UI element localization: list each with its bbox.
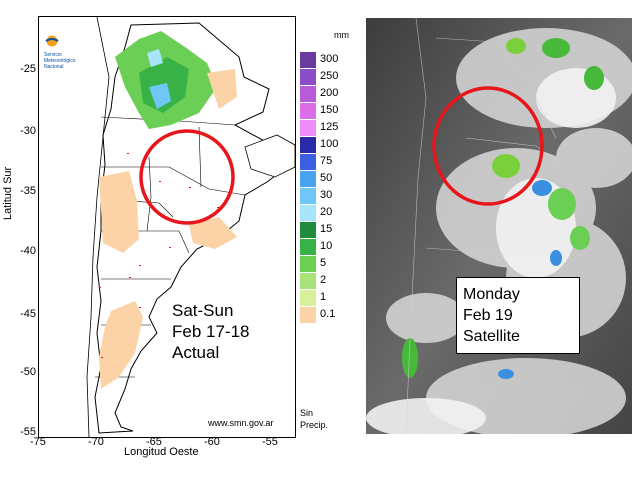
map-frame xyxy=(38,16,296,438)
logo-line: Nacional xyxy=(44,64,64,70)
satellite-caption-line: Feb 19 xyxy=(463,307,513,324)
precip-blue-2 xyxy=(147,49,163,67)
y-tick: -45 xyxy=(20,308,36,320)
satellite-svg xyxy=(366,18,632,434)
legend-label: 5 xyxy=(320,257,327,269)
smn-logo: Servicio Meteorológico Nacional xyxy=(44,34,124,74)
precip-light-2 xyxy=(189,217,237,249)
precip-legend: mm 300 250 200 150 125 100 75 50 30 20 15 10 5 2 1 0.1 … xyxy=(300,30,360,450)
legend-label: 2 xyxy=(320,274,327,286)
no-precip-label: Sin xyxy=(300,408,314,418)
y-tick: -35 xyxy=(20,185,36,197)
y-tick: -55 xyxy=(20,426,36,438)
legend-label: 1 xyxy=(320,291,327,303)
precipitation-map-panel: -25 -30 -35 -40 -45 -50 -55 -75 -70 -65 … xyxy=(2,16,360,458)
legend-swatch xyxy=(300,137,316,153)
map-caption-line: Actual xyxy=(172,343,220,362)
map-caption-line: Sat-Sun xyxy=(172,301,234,320)
satellite-image xyxy=(366,18,632,434)
map-caption: Sat-Sun Feb 17-18 Actual xyxy=(172,300,250,363)
argentina-map xyxy=(86,17,295,437)
legend-label: 150 xyxy=(320,104,339,116)
x-tick: -55 xyxy=(262,436,278,448)
logo-line: Meteorológico xyxy=(44,58,76,64)
legend-swatch xyxy=(300,52,316,68)
legend-swatch xyxy=(300,120,316,136)
legend-swatch xyxy=(300,154,316,170)
legend-label: 20 xyxy=(320,206,333,218)
trace-dots xyxy=(99,153,219,358)
legend-label: 75 xyxy=(320,155,333,167)
legend-swatch xyxy=(300,307,316,323)
legend-swatch xyxy=(300,273,316,289)
borders xyxy=(405,18,567,434)
credit-url: www.smn.gov.ar xyxy=(208,418,274,428)
legend-label: 300 xyxy=(320,53,339,65)
precip-blue xyxy=(149,83,171,109)
y-tick: -50 xyxy=(20,366,36,378)
legend-swatch xyxy=(300,103,316,119)
satellite-caption-line: Monday xyxy=(463,286,520,303)
precip-light-4 xyxy=(207,69,237,109)
y-tick: -30 xyxy=(20,125,36,137)
satellite-caption: Monday Feb 19 Satellite xyxy=(456,277,580,354)
legend-label: 30 xyxy=(320,189,333,201)
satellite-caption-line: Satellite xyxy=(463,328,520,345)
highlight-circle-satellite xyxy=(432,86,544,206)
legend-swatch xyxy=(300,188,316,204)
x-tick: -65 xyxy=(146,436,162,448)
legend-unit: mm xyxy=(334,30,349,40)
legend-label: 10 xyxy=(320,240,333,252)
y-tick: -40 xyxy=(20,245,36,257)
no-precip-label: Precip. xyxy=(300,420,329,430)
legend-swatch xyxy=(300,290,316,306)
y-tick: -25 xyxy=(20,63,36,75)
x-axis-label: Longitud Oeste xyxy=(124,446,199,458)
legend-label: 250 xyxy=(320,70,339,82)
legend-label: 200 xyxy=(320,87,339,99)
legend-swatch xyxy=(300,256,316,272)
map-caption-line: Feb 17-18 xyxy=(172,322,250,341)
convective-cells xyxy=(402,38,604,379)
precip-light-3 xyxy=(99,301,143,389)
chile-outline xyxy=(86,17,110,437)
legend-swatch xyxy=(300,86,316,102)
legend-label: 0.1 xyxy=(320,308,336,320)
precip-light-1 xyxy=(99,171,139,253)
legend-label: 125 xyxy=(320,121,339,133)
legend-swatch xyxy=(300,239,316,255)
legend-swatch xyxy=(300,205,316,221)
legend-swatch xyxy=(300,222,316,238)
highlight-circle-map xyxy=(139,129,235,225)
legend-label: 15 xyxy=(320,223,333,235)
x-tick: -75 xyxy=(30,436,46,448)
x-tick: -60 xyxy=(204,436,220,448)
uruguay-outline xyxy=(244,134,295,178)
legend-label: 50 xyxy=(320,172,333,184)
legend-label: 100 xyxy=(320,138,339,150)
logo-line: Servicio xyxy=(44,52,62,58)
x-tick: -70 xyxy=(88,436,104,448)
legend-swatch xyxy=(300,171,316,187)
y-axis-label: Latitud Sur xyxy=(2,166,14,220)
smn-logo-icon xyxy=(45,35,59,47)
legend-swatch xyxy=(300,69,316,85)
